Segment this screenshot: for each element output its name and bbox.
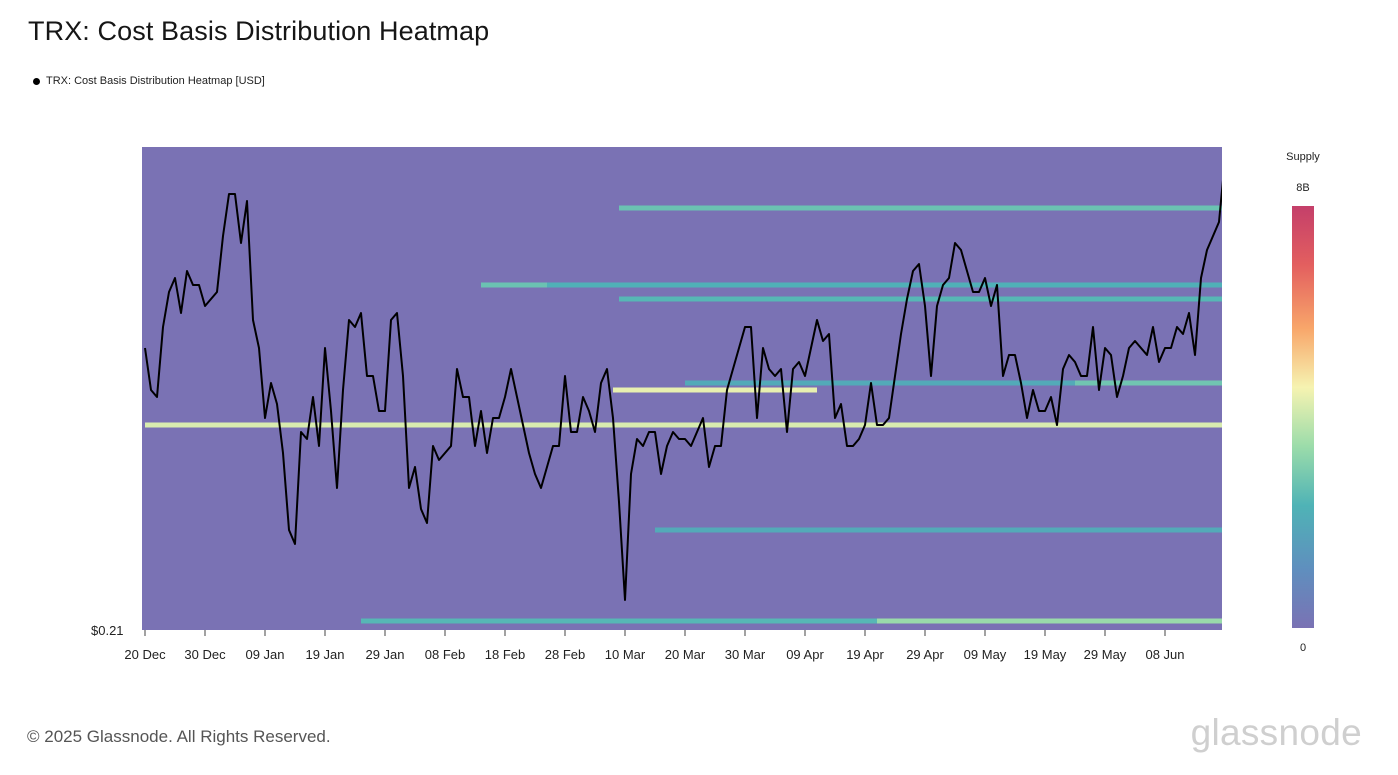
x-tick-label: 28 Feb xyxy=(545,647,585,662)
x-tick-label: 19 May xyxy=(1024,647,1067,662)
x-tick-label: 09 Jan xyxy=(245,647,284,662)
supply-band xyxy=(1363,619,1398,624)
supply-bands xyxy=(145,101,1398,624)
supply-band xyxy=(409,101,619,106)
brand-logo: glassnode xyxy=(1190,712,1362,753)
copyright-text: © 2025 Glassnode. All Rights Reserved. xyxy=(27,727,331,746)
supply-band xyxy=(655,527,1222,533)
colorbar-max-label: 8B xyxy=(1296,182,1309,194)
supply-band xyxy=(613,387,817,393)
supply-band xyxy=(685,380,1222,386)
x-axis: 20 Dec 30 Dec 09 Jan 19 Jan 29 Jan 08 Feb 18 F… xyxy=(124,630,1185,662)
x-tick-label: 08 Jun xyxy=(1145,647,1184,662)
x-tick-label: 20 Dec xyxy=(124,647,166,662)
chart-legend[interactable]: TRX: Cost Basis Distribution Heatmap [US… xyxy=(33,75,265,87)
y-tick-label: $0.21 xyxy=(91,623,124,638)
chart-title: TRX: Cost Basis Distribution Heatmap xyxy=(28,16,490,46)
colorbar-title: Supply xyxy=(1286,151,1320,163)
colorbar xyxy=(1292,206,1314,628)
x-tick-label: 08 Feb xyxy=(425,647,465,662)
x-tick-label: 20 Mar xyxy=(665,647,706,662)
x-tick-label: 29 Apr xyxy=(906,647,944,662)
colorbar-min-label: 0 xyxy=(1300,642,1306,654)
supply-band xyxy=(481,282,1222,288)
supply-band xyxy=(361,618,1222,624)
supply-band xyxy=(145,422,1222,428)
x-tick-label: 30 Dec xyxy=(184,647,226,662)
supply-band xyxy=(1075,380,1222,386)
x-tick-label: 10 Mar xyxy=(605,647,646,662)
x-tick-label: 30 Mar xyxy=(725,647,766,662)
x-tick-label: 18 Feb xyxy=(485,647,525,662)
x-tick-label: 19 Jan xyxy=(305,647,344,662)
x-tick-label: 09 May xyxy=(964,647,1007,662)
supply-band xyxy=(619,296,1222,302)
legend-marker xyxy=(33,77,40,85)
supply-band xyxy=(619,205,1222,211)
supply-band xyxy=(877,618,1222,624)
price-line xyxy=(144,179,1222,601)
legend-label: TRX: Cost Basis Distribution Heatmap [US… xyxy=(46,75,265,87)
x-tick-label: 19 Apr xyxy=(846,647,884,662)
supply-band xyxy=(481,282,547,288)
x-tick-label: 09 Apr xyxy=(786,647,824,662)
x-tick-label: 29 Jan xyxy=(365,647,404,662)
x-tick-label: 29 May xyxy=(1084,647,1127,662)
heatmap-chart[interactable]: 20 Dec 30 Dec 09 Jan 19 Jan 29 Jan 08 Feb 18 F… xyxy=(0,0,1398,700)
